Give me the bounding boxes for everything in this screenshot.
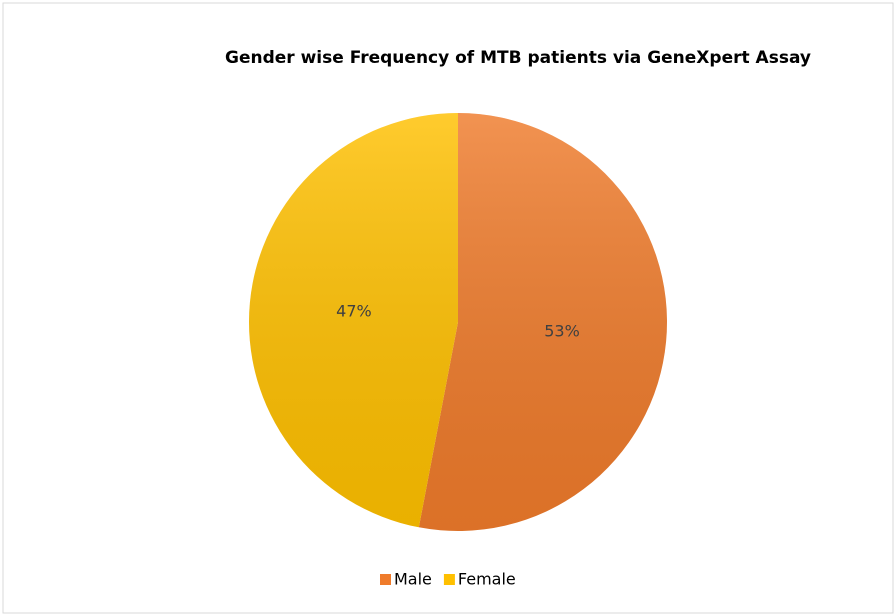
pie <box>249 113 668 532</box>
slice-shade <box>418 113 668 532</box>
data-label: 53% <box>544 321 580 340</box>
legend-swatch <box>443 574 455 585</box>
data-labels: 53% 47% <box>336 302 580 341</box>
legend-label: Male <box>394 570 432 589</box>
legend-swatch <box>380 574 391 585</box>
slice-shade <box>249 113 458 528</box>
chart-title: Gender wise Frequency of MTB patients vi… <box>225 48 811 68</box>
data-label: 47% <box>336 302 372 321</box>
legend: Male Female <box>380 570 516 589</box>
legend-label: Female <box>458 570 516 589</box>
